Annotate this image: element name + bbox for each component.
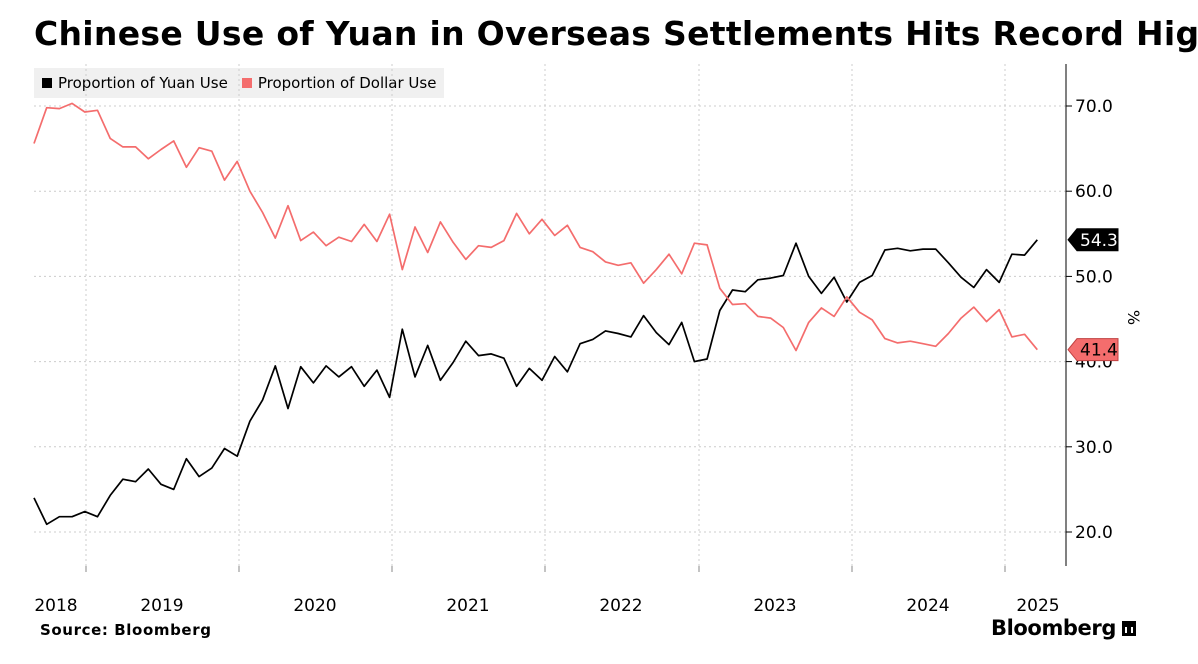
brand-logo: Bloomberg [991,616,1136,640]
legend-item-yuan: Proportion of Yuan Use [42,74,228,92]
brand-name: Bloomberg [990,616,1116,640]
x-tick-label: 2018 [34,596,77,616]
legend-swatch-dollar [241,78,252,88]
legend-swatch-yuan [42,78,52,88]
yuan-end-label: 54.3 [1080,231,1118,251]
y-axis-unit: % [1124,309,1144,326]
x-tick-label: 2019 [140,596,183,616]
yuan-end-label-box [1067,228,1119,252]
dollar-end-label: 41.4 [1080,341,1118,361]
x-tick-label: 2022 [599,596,642,616]
y-tick-label: 70.0 [1075,97,1113,117]
legend-item-dollar: Proportion of Dollar Use [241,74,437,92]
chart-title: Chinese Use of Yuan in Overseas Settleme… [34,14,1198,53]
x-tick-label: 2021 [446,596,489,616]
x-tick-label: 2024 [906,596,949,616]
x-tick-label: 2020 [293,596,336,616]
x-tick-label: 2023 [753,596,796,616]
x-tick-label: 2025 [1016,596,1059,616]
yuan-series-line [33,239,1038,526]
dollar-series-line [33,102,1038,352]
y-tick-label: 60.0 [1075,182,1113,202]
dollar-end-label-box [1067,338,1119,362]
y-tick-label: 30.0 [1075,438,1113,458]
legend-label-dollar: Proportion of Dollar Use [257,74,437,92]
bloomberg-terminal-icon [1122,620,1136,636]
legend-label-yuan: Proportion of Yuan Use [58,74,228,92]
y-tick-label: 50.0 [1075,267,1113,287]
legend: Proportion of Yuan Use Proportion of Dol… [34,68,445,98]
y-tick-label: 20.0 [1075,523,1113,543]
source-note: Source: Bloomberg [40,621,212,639]
